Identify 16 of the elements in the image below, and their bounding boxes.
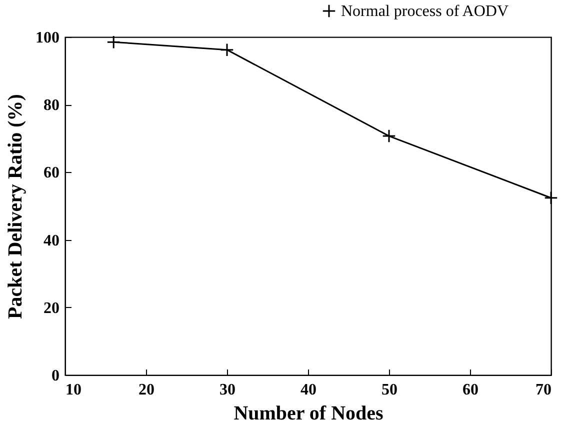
y-tick-label: 80	[44, 97, 60, 114]
x-axis-title: Number of Nodes	[234, 402, 384, 424]
x-tick-label: 10	[66, 382, 82, 398]
x-tick-label: 70	[536, 382, 552, 398]
x-tick-label: 60	[462, 382, 478, 398]
legend-label: Normal process of AODV	[341, 3, 509, 20]
x-tick-label: 40	[300, 382, 316, 398]
y-tick-label: 60	[44, 164, 60, 182]
y-tick-label: 0	[52, 368, 60, 384]
x-tick-label: 30	[220, 382, 236, 398]
y-axis-title: Packet Delivery Ratio (%)	[4, 94, 26, 319]
y-tick-label: 40	[44, 232, 60, 250]
x-tick-label: 50	[382, 382, 398, 398]
x-tick-label: 20	[138, 382, 154, 398]
y-tick-label: 100	[36, 30, 60, 46]
y-tick-label: 20	[44, 300, 60, 317]
